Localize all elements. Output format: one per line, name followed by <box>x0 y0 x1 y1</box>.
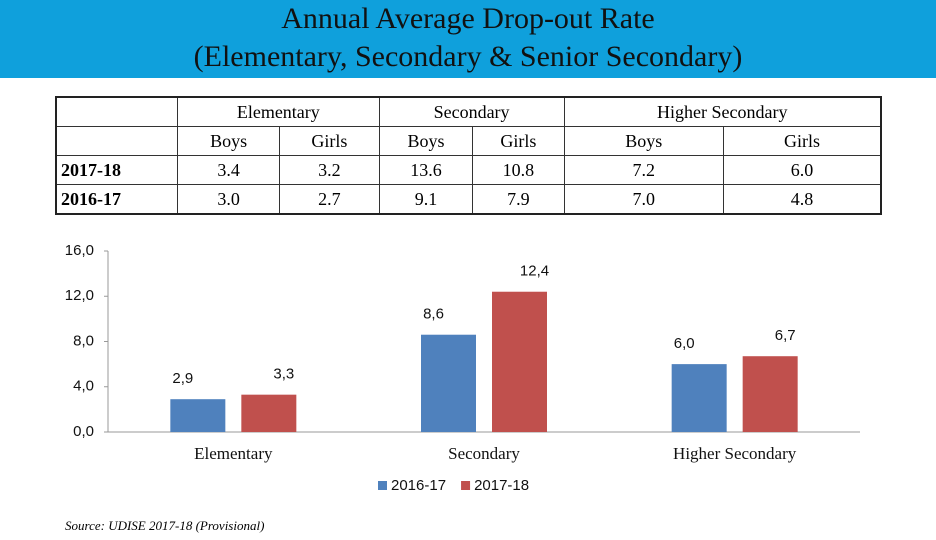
value-label: 3,3 <box>273 366 294 383</box>
y-tick-label: 0,0 <box>73 423 94 440</box>
legend-label: 2016-17 <box>391 477 446 494</box>
value-label: 8,6 <box>423 306 444 323</box>
y-tick-label: 12,0 <box>65 287 94 304</box>
value-label: 6,7 <box>775 327 796 344</box>
table-cell: 2.7 <box>279 184 380 215</box>
x-tick-label: Higher Secondary <box>673 444 797 463</box>
value-label: 2,9 <box>172 370 193 387</box>
subheader-cell: Girls <box>279 126 380 156</box>
table-cell: 3.2 <box>279 155 380 185</box>
legend-label: 2017-18 <box>474 477 529 494</box>
table-cell: 9.1 <box>378 184 474 215</box>
table-row: 2016-17 3.0 2.7 9.1 7.9 7.0 4.8 <box>55 184 882 215</box>
subheader-cell: Girls <box>472 126 565 156</box>
table-row: 2017-18 3.4 3.2 13.6 10.8 7.2 6.0 <box>55 155 882 185</box>
legend-swatch <box>378 481 387 490</box>
table-cell: 10.8 <box>472 155 565 185</box>
bar <box>671 364 727 432</box>
table-cell: 4.8 <box>723 184 882 215</box>
y-tick-label: 16,0 <box>65 242 94 259</box>
bar <box>241 394 297 432</box>
header-cell: Elementary <box>177 96 380 127</box>
subheader-cell: Girls <box>723 126 882 156</box>
table-cell: 7.2 <box>563 155 725 185</box>
bar <box>421 334 476 432</box>
y-tick-label: 4,0 <box>73 378 94 395</box>
title-line: (Elementary, Secondary & Senior Secondar… <box>193 40 743 73</box>
title-banner <box>0 0 936 78</box>
table-cell: 7.9 <box>472 184 565 215</box>
table-cell: 3.4 <box>176 155 281 185</box>
row-label: 2017-18 <box>55 155 178 185</box>
bar <box>492 291 547 432</box>
y-tick-label: 8,0 <box>73 332 94 349</box>
bar <box>742 356 798 432</box>
title-line: Annual Average Drop-out Rate <box>281 2 655 35</box>
source-note: Source: UDISE 2017-18 (Provisional) <box>65 518 265 533</box>
x-tick-label: Secondary <box>448 444 520 463</box>
header-cell: Higher Secondary <box>563 96 882 127</box>
table-cell: 6.0 <box>723 155 882 185</box>
legend-swatch <box>461 481 471 490</box>
value-label: 6,0 <box>674 335 695 352</box>
subheader-cell: Boys <box>378 126 474 156</box>
table-cell: 7.0 <box>563 184 725 215</box>
table-cell: 3.0 <box>176 184 281 215</box>
table-cell: 13.6 <box>378 155 474 185</box>
data-table: Elementary Secondary Higher Secondary Bo… <box>55 96 882 215</box>
bar <box>170 399 226 432</box>
row-label: 2016-17 <box>55 184 178 215</box>
x-tick-label: Elementary <box>194 444 273 463</box>
value-label: 12,4 <box>520 263 549 280</box>
